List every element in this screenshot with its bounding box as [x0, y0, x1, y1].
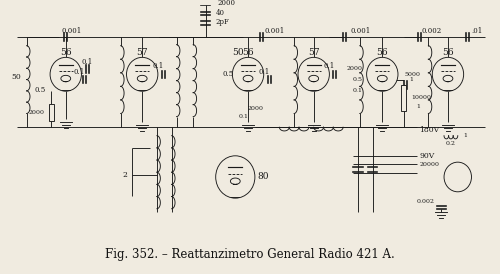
Text: 0.002: 0.002 — [416, 199, 434, 204]
Text: 0.5: 0.5 — [352, 77, 362, 82]
Text: 2pF: 2pF — [216, 18, 230, 26]
Text: 2000: 2000 — [28, 110, 44, 115]
Text: 40: 40 — [216, 9, 224, 17]
Text: 0.001: 0.001 — [351, 27, 371, 35]
Text: 1: 1 — [464, 133, 468, 138]
Text: .01: .01 — [472, 27, 482, 35]
Text: 0.1: 0.1 — [352, 88, 362, 93]
Text: 0.5: 0.5 — [34, 86, 46, 94]
Text: 0.1: 0.1 — [74, 68, 85, 76]
Text: 90V: 90V — [420, 152, 435, 160]
Text: Fig. 352. – Reattanzimetro General Radio 421 A.: Fig. 352. – Reattanzimetro General Radio… — [105, 248, 395, 261]
Text: 80: 80 — [258, 172, 270, 181]
Circle shape — [126, 57, 158, 91]
Bar — [48, 104, 54, 121]
Circle shape — [298, 57, 330, 91]
Text: 2000: 2000 — [218, 0, 236, 7]
Text: 0.1: 0.1 — [82, 58, 93, 65]
Text: 2: 2 — [122, 171, 128, 179]
Text: 57: 57 — [308, 48, 320, 56]
Circle shape — [366, 57, 398, 91]
Text: 2000: 2000 — [346, 67, 362, 72]
Text: 0.1: 0.1 — [324, 62, 335, 70]
Text: 56: 56 — [60, 48, 72, 56]
Text: 1: 1 — [410, 77, 414, 82]
Text: 57: 57 — [136, 48, 148, 56]
Text: 20000: 20000 — [420, 162, 440, 167]
Text: 2000: 2000 — [248, 106, 264, 111]
Circle shape — [232, 57, 264, 91]
Text: 0.001: 0.001 — [62, 27, 82, 35]
Text: 10000: 10000 — [412, 95, 432, 100]
Text: 180V: 180V — [420, 126, 440, 135]
Text: 0.2: 0.2 — [446, 141, 456, 145]
Text: 1: 1 — [416, 104, 420, 109]
Text: 5000: 5000 — [404, 72, 420, 77]
Text: 56: 56 — [442, 48, 454, 56]
Text: 0.5: 0.5 — [222, 70, 234, 78]
Text: 50: 50 — [232, 48, 244, 56]
Text: 0.1: 0.1 — [258, 68, 270, 76]
Bar — [402, 85, 406, 111]
Text: 0.001: 0.001 — [264, 27, 285, 35]
Text: 0.002: 0.002 — [422, 27, 442, 35]
Text: 50: 50 — [11, 73, 20, 81]
Text: 56: 56 — [376, 48, 388, 56]
Text: 56: 56 — [242, 48, 254, 56]
Circle shape — [432, 57, 464, 91]
Circle shape — [444, 162, 471, 192]
Circle shape — [50, 57, 82, 91]
Text: 0.1: 0.1 — [238, 114, 248, 119]
Circle shape — [216, 156, 255, 198]
Text: 0.1: 0.1 — [152, 62, 164, 70]
